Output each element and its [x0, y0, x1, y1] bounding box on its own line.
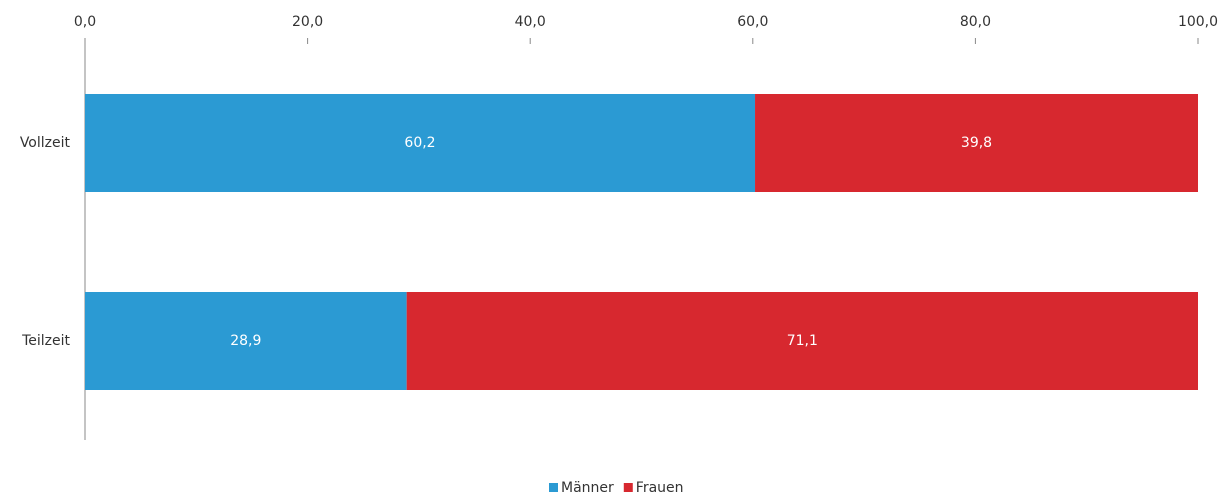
data-label: 60,2	[404, 135, 435, 151]
bar-segment	[85, 94, 756, 192]
bar-segment	[85, 292, 407, 390]
legend-swatch	[549, 483, 558, 492]
x-tick-label: 80,0	[960, 14, 991, 30]
x-tick-label: 40,0	[515, 14, 546, 30]
x-tick-label: 0,0	[74, 14, 96, 30]
y-tick-label: Vollzeit	[20, 135, 71, 151]
y-tick-label: Teilzeit	[21, 333, 70, 349]
data-label: 28,9	[230, 333, 261, 349]
data-label: 39,8	[961, 135, 992, 151]
legend-label: Frauen	[636, 480, 684, 494]
x-tick-label: 100,0	[1178, 14, 1218, 30]
data-label: 71,1	[787, 333, 818, 349]
legend-swatch	[623, 483, 633, 492]
x-tick-label: 20,0	[292, 14, 323, 30]
x-tick-label: 60,0	[737, 14, 768, 30]
legend-label: Männer	[561, 480, 614, 494]
bar-segment	[406, 292, 1199, 390]
bar-segment	[755, 94, 1198, 192]
